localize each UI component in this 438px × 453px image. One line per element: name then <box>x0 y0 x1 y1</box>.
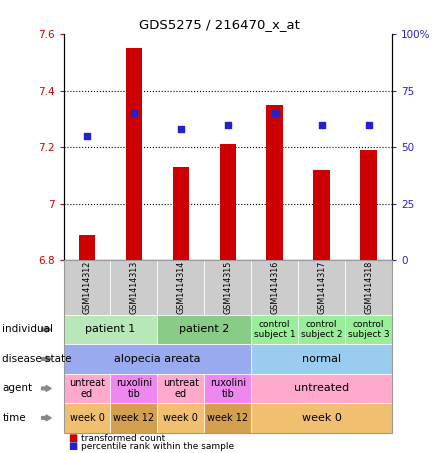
Text: time: time <box>2 413 26 423</box>
Text: control
subject 1: control subject 1 <box>254 320 296 339</box>
Bar <box>266 105 283 260</box>
Bar <box>79 235 95 260</box>
Text: GSM1414313: GSM1414313 <box>129 261 138 314</box>
Point <box>271 110 278 117</box>
Text: untreated: untreated <box>294 383 349 393</box>
Text: GSM1414312: GSM1414312 <box>82 261 92 314</box>
Text: GSM1414316: GSM1414316 <box>270 261 279 314</box>
Text: transformed count: transformed count <box>81 434 165 443</box>
Text: GSM1414314: GSM1414314 <box>177 261 185 314</box>
Text: untreat
ed: untreat ed <box>69 378 105 399</box>
Text: ruxolini
tib: ruxolini tib <box>210 378 246 399</box>
Bar <box>173 167 189 260</box>
Text: alopecia areata: alopecia areata <box>114 354 201 364</box>
Point <box>131 110 138 117</box>
Text: untreat
ed: untreat ed <box>163 378 199 399</box>
Text: week 12: week 12 <box>207 413 248 423</box>
Text: week 12: week 12 <box>113 413 155 423</box>
Text: control
subject 2: control subject 2 <box>301 320 343 339</box>
Bar <box>126 48 142 260</box>
Text: GSM1414317: GSM1414317 <box>317 261 326 314</box>
Bar <box>360 150 377 260</box>
Text: GSM1414318: GSM1414318 <box>364 261 373 314</box>
Text: agent: agent <box>2 383 32 393</box>
Text: week 0: week 0 <box>302 413 342 423</box>
Text: disease state: disease state <box>2 354 72 364</box>
Text: week 0: week 0 <box>163 413 198 423</box>
Text: ■: ■ <box>68 433 77 443</box>
Text: normal: normal <box>302 354 341 364</box>
Bar <box>314 170 330 260</box>
Text: week 0: week 0 <box>70 413 104 423</box>
Text: ■: ■ <box>68 441 77 451</box>
Text: individual: individual <box>2 324 53 334</box>
Point <box>224 121 231 128</box>
Point <box>177 125 184 133</box>
Text: percentile rank within the sample: percentile rank within the sample <box>81 442 234 451</box>
Text: patient 1: patient 1 <box>85 324 136 334</box>
Text: patient 2: patient 2 <box>179 324 230 334</box>
Text: ruxolini
tib: ruxolini tib <box>116 378 152 399</box>
Point <box>365 121 372 128</box>
Point <box>84 132 91 140</box>
Bar <box>219 145 236 260</box>
Text: control
subject 3: control subject 3 <box>348 320 389 339</box>
Text: GDS5275 / 216470_x_at: GDS5275 / 216470_x_at <box>138 18 300 31</box>
Text: GSM1414315: GSM1414315 <box>223 261 232 314</box>
Point <box>318 121 325 128</box>
